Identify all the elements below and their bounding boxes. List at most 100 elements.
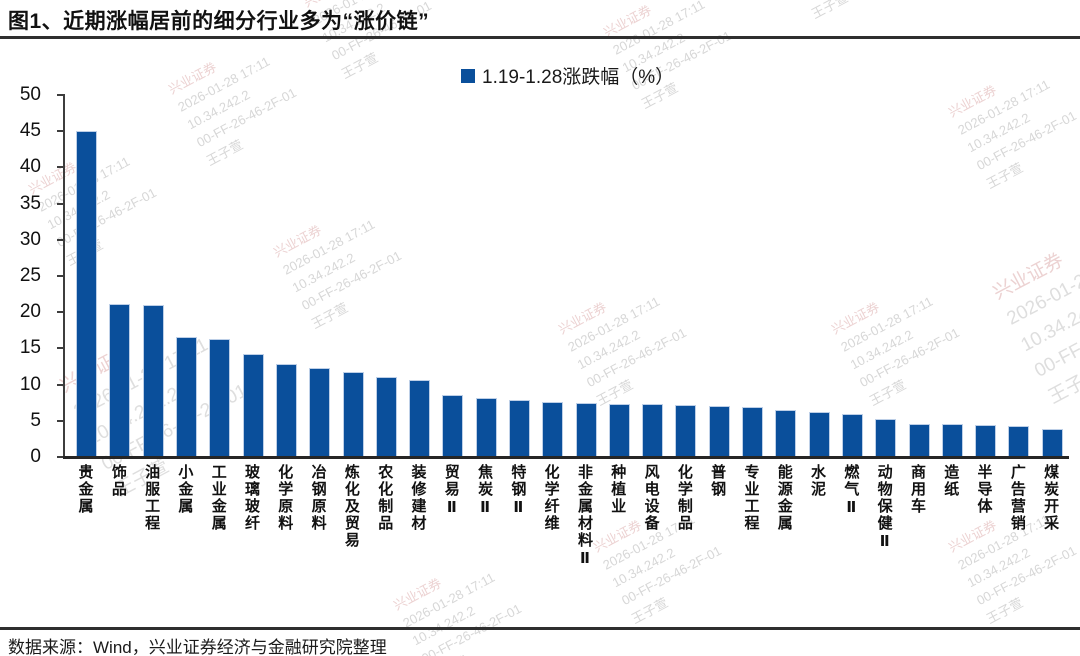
bar: [275, 363, 297, 457]
bar: [509, 399, 530, 457]
y-tick-mark: [57, 238, 65, 241]
y-tick-mark: [57, 130, 65, 133]
bar-slot: [1036, 95, 1069, 457]
bar-slot: [103, 95, 136, 457]
y-tick-label: 40: [19, 156, 41, 178]
y-tick-mark: [57, 456, 65, 458]
bar-slot: [636, 95, 669, 457]
bar-slot: [270, 95, 303, 457]
bar-slot: [70, 95, 103, 457]
bar: [808, 412, 830, 457]
x-tick-label: 广告营销: [1008, 464, 1026, 532]
bar-slot: [137, 95, 170, 457]
x-axis-line: [63, 456, 1069, 459]
watermark-line: 00-FF-26-46-2F-01: [798, 0, 905, 6]
watermark-line: 王子萱: [428, 617, 535, 656]
x-tick-label: 焦炭Ⅱ: [476, 464, 494, 518]
bar: [475, 397, 497, 457]
x-label-slot: 专业工程: [734, 464, 767, 622]
x-label-slot: 焦炭Ⅱ: [468, 464, 501, 622]
y-tick-label: 5: [30, 409, 41, 431]
bar-slot: [503, 95, 536, 457]
x-tick-label: 水泥: [809, 464, 827, 498]
x-tick-label: 化学原料: [276, 464, 294, 532]
y-tick-mark: [57, 275, 65, 277]
bar-slot: [669, 95, 702, 457]
bar: [542, 401, 564, 457]
x-axis-labels: 贵金属 饰品 油服工程 小金属 工业金属 玻璃玻纤 化学原料 冶钢原料 炼化及贸易 农化制品 装修建…: [63, 464, 1067, 622]
bar: [1041, 428, 1063, 457]
watermark-line: 2026-01-28 17:11: [610, 0, 708, 58]
x-label-slot: 造纸: [934, 464, 967, 622]
bar: [442, 394, 464, 457]
bar-slot: [370, 95, 403, 457]
figure-title: 图1、近期涨幅居前的细分行业多为“涨价链”: [8, 10, 430, 33]
bar: [642, 404, 664, 457]
bar: [775, 409, 797, 457]
x-label-slot: 能源金属: [767, 464, 800, 622]
x-label-slot: 风电设备: [634, 464, 667, 622]
bar: [1008, 425, 1030, 457]
x-label-slot: 贸易Ⅱ: [434, 464, 467, 622]
y-tick-mark: [57, 311, 65, 314]
bar-slot: [603, 95, 636, 457]
y-tick-label: 20: [19, 301, 41, 323]
y-tick-mark: [57, 419, 65, 422]
bar-slot: [803, 95, 836, 457]
x-label-slot: 燃气Ⅱ: [834, 464, 867, 622]
x-tick-label: 小金属: [176, 464, 194, 515]
y-tick-label: 10: [19, 373, 41, 395]
y-tick-label: 25: [19, 265, 41, 286]
bar-slot: [969, 95, 1002, 457]
y-tick-label: 15: [19, 337, 41, 359]
x-label-slot: 非金属材料Ⅱ: [567, 464, 600, 622]
x-tick-label: 风电设备: [642, 464, 660, 532]
y-tick-label: 30: [19, 228, 41, 250]
x-tick-label: 普钢: [709, 464, 727, 498]
y-tick-label: 50: [19, 84, 41, 105]
y-tick-mark: [57, 166, 65, 169]
bar: [908, 423, 930, 457]
x-tick-label: 装修建材: [409, 464, 427, 532]
bar: [409, 380, 431, 457]
bar: [142, 304, 164, 457]
y-tick-label: 0: [30, 446, 41, 467]
x-tick-label: 专业工程: [742, 464, 760, 532]
bar: [708, 405, 730, 457]
bar: [575, 402, 597, 457]
bars-container: [65, 95, 1069, 457]
x-tick-label: 冶钢原料: [309, 464, 327, 532]
x-tick-label: 油服工程: [143, 464, 161, 532]
chart-legend: 1.19-1.28涨跌幅（%）: [461, 62, 674, 89]
bar: [242, 354, 264, 457]
bar: [675, 404, 697, 457]
x-tick-label: 贵金属: [76, 464, 94, 515]
x-label-slot: 冶钢原料: [301, 464, 334, 622]
x-tick-label: 特钢Ⅱ: [509, 464, 527, 518]
bar-slot: [769, 95, 802, 457]
x-tick-label: 工业金属: [209, 464, 227, 532]
bar: [342, 372, 364, 457]
x-tick-label: 化学制品: [675, 464, 693, 532]
y-tick-mark: [57, 347, 65, 350]
bar-slot: [536, 95, 569, 457]
x-label-slot: 玻璃玻纤: [234, 464, 267, 622]
bar: [975, 425, 997, 457]
bar-slot: [836, 95, 869, 457]
bar: [375, 376, 397, 457]
x-label-slot: 工业金属: [201, 464, 234, 622]
x-label-slot: 普钢: [701, 464, 734, 622]
y-axis-labels: 0 5 10 15 20 25 30 35 40 45 50: [0, 84, 55, 467]
bar: [309, 367, 331, 457]
x-label-slot: 广告营销: [1000, 464, 1033, 622]
x-label-slot: 化学原料: [268, 464, 301, 622]
x-label-slot: 农化制品: [368, 464, 401, 622]
watermark-line: 兴业证券: [165, 59, 219, 98]
y-tick-label: 35: [19, 192, 41, 214]
y-tick-mark: [57, 383, 65, 386]
legend-label: 1.19-1.28涨跌幅（%）: [482, 67, 675, 88]
bar: [742, 407, 764, 457]
x-tick-label: 农化制品: [376, 464, 394, 532]
